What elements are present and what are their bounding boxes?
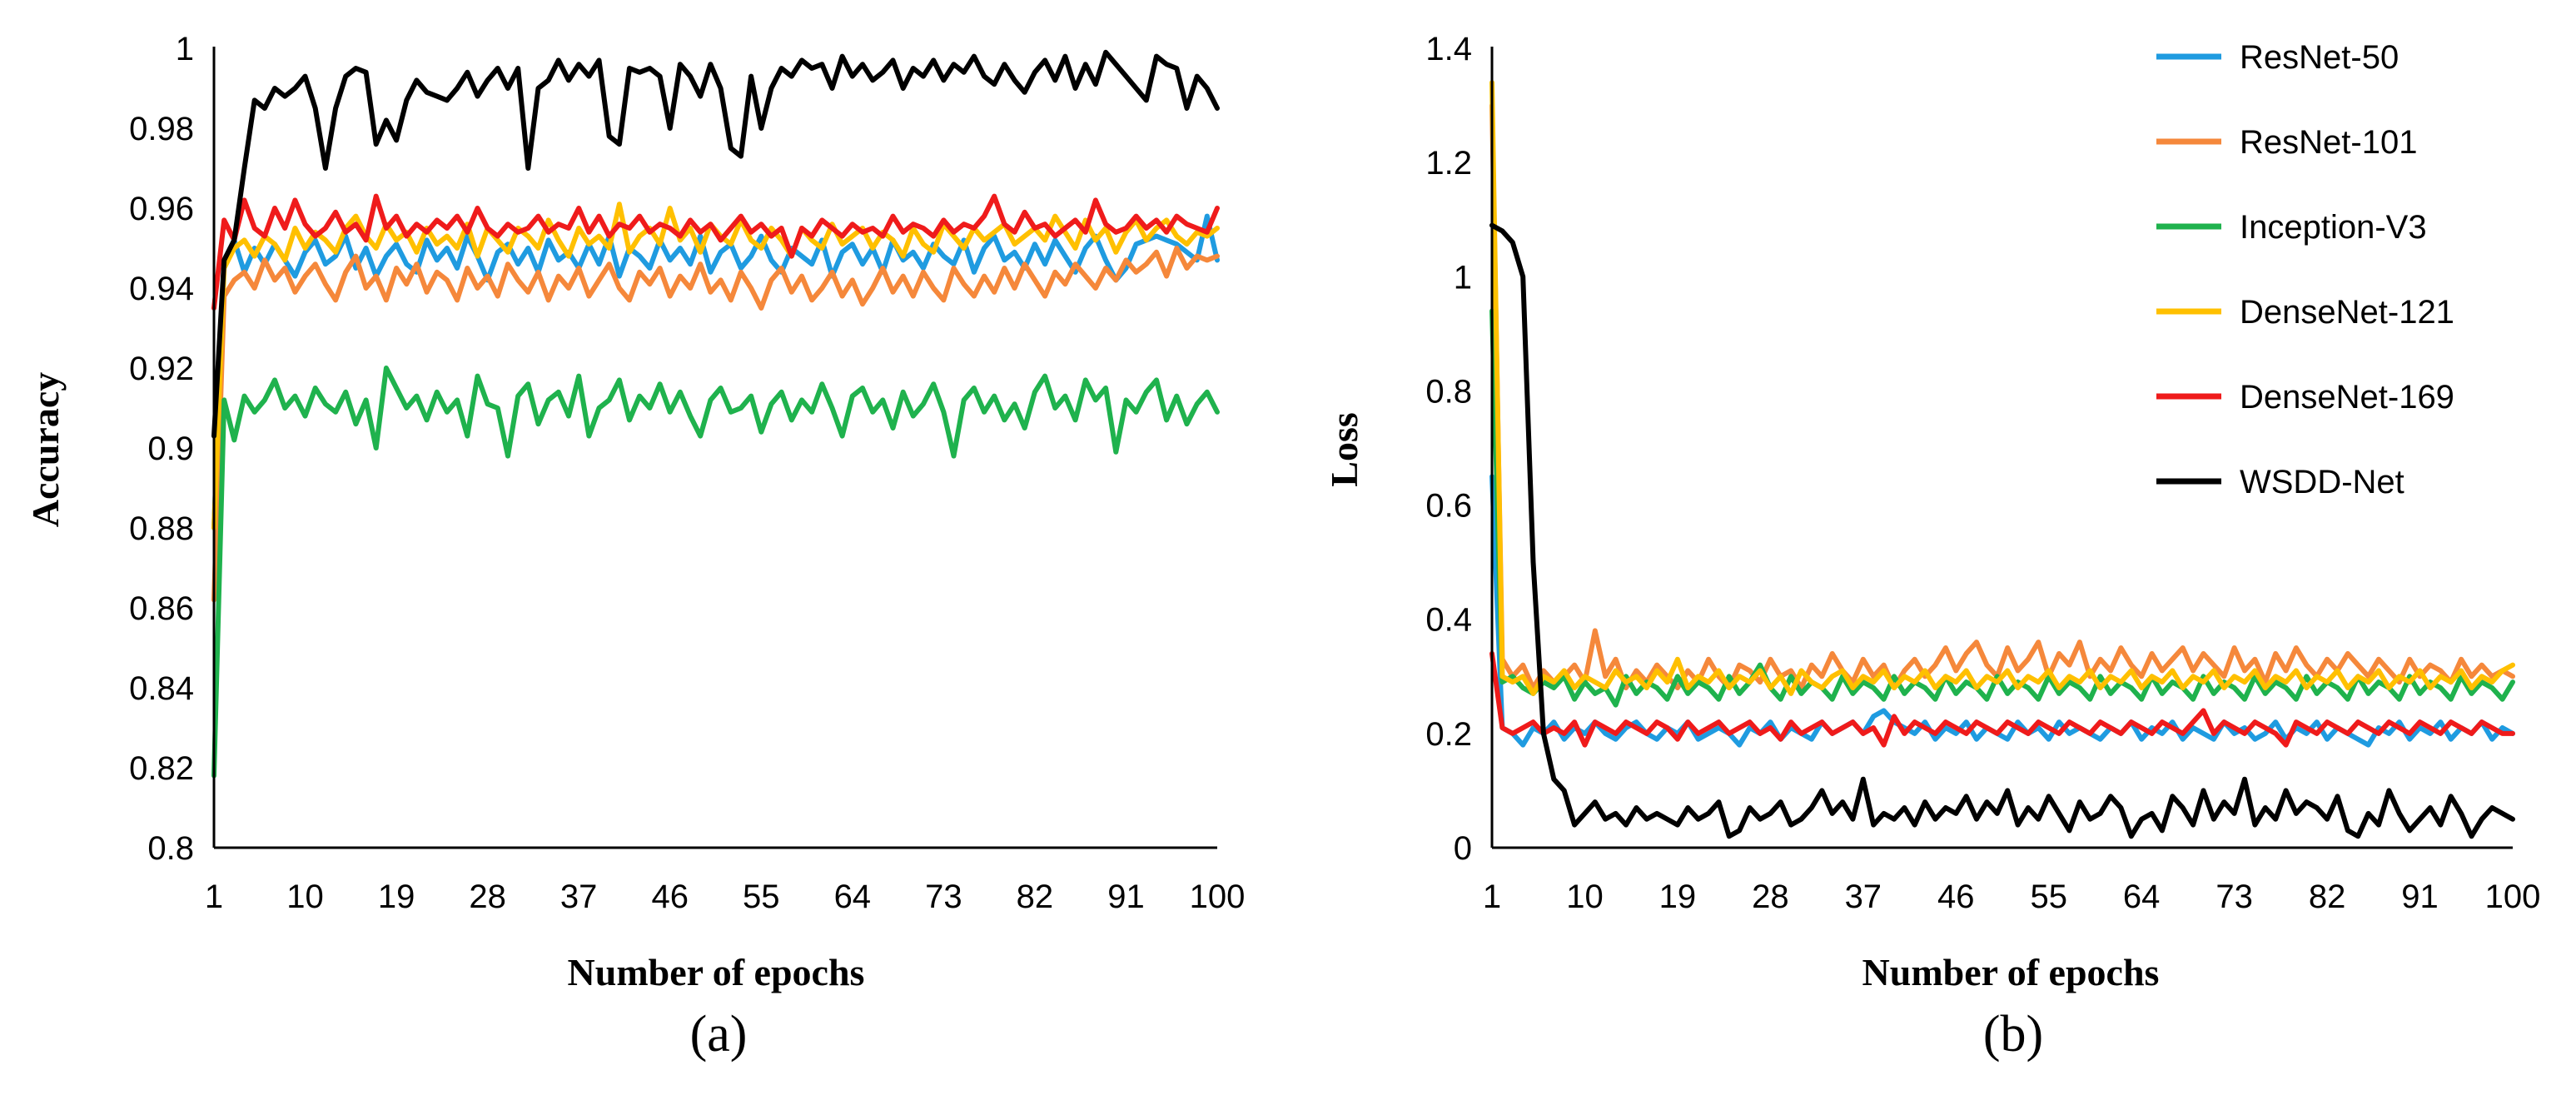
chart-loss: 0 0.2 0.4 0.6 0.8 1 1.2 1.4 1 10 19 28 37 46 55 64 73 82… [1323, 31, 2540, 1063]
loss-series-densenet-169 [1489, 650, 2515, 748]
accuracy-x-tick-label: 46 [651, 879, 689, 915]
caption-a: (a) [690, 1006, 748, 1063]
loss-y-tick-label: 0.4 [1425, 602, 1472, 639]
legend-label: DenseNet-121 [2240, 294, 2454, 331]
legend-label: WSDD-Net [2240, 464, 2404, 500]
loss-y-tick-label: 1.2 [1425, 145, 1472, 182]
accuracy-x-tick-label: 82 [1017, 879, 1054, 915]
accuracy-x-tick-label: 28 [469, 879, 506, 915]
accuracy-y-tick-label: 0.8 [147, 830, 194, 867]
accuracy-x-axis-title: Number of epochs [568, 951, 865, 993]
legend-label: Inception-V3 [2240, 209, 2427, 246]
legend-item-densenet-169: DenseNet-169 [2156, 379, 2454, 416]
legend-item-resnet-101: ResNet-101 [2156, 124, 2417, 161]
accuracy-y-tick-label: 0.82 [129, 750, 194, 787]
accuracy-y-tick-label: 0.96 [129, 191, 194, 227]
loss-y-tick-labels: 0 0.2 0.4 0.6 0.8 1 1.2 1.4 [1425, 31, 1472, 867]
caption-b: (b) [1983, 1006, 2043, 1063]
loss-x-tick-label: 1 [1483, 879, 1501, 915]
accuracy-y-tick-label: 0.9 [147, 431, 194, 467]
loss-y-tick-label: 1.4 [1425, 31, 1472, 67]
accuracy-y-tick-label: 0.84 [129, 670, 194, 707]
loss-x-tick-label: 73 [2215, 879, 2253, 915]
legend-item-densenet-121: DenseNet-121 [2156, 294, 2454, 331]
accuracy-x-tick-label: 100 [1190, 879, 1246, 915]
loss-y-tick-label: 0.2 [1425, 716, 1472, 753]
loss-y-tick-label: 0.8 [1425, 373, 1472, 410]
loss-series-group [1489, 80, 2515, 839]
loss-y-tick-label: 1 [1454, 259, 1472, 296]
accuracy-y-tick-label: 0.86 [129, 590, 194, 627]
chart-accuracy: 0.8 0.82 0.84 0.86 0.88 0.9 0.92 0.94 0.96 0.98 1 … [24, 31, 1245, 1063]
legend-label: ResNet-101 [2240, 124, 2417, 161]
loss-x-tick-label: 91 [2401, 879, 2439, 915]
loss-x-tick-label: 37 [1845, 879, 1882, 915]
accuracy-series-resnet-101 [211, 246, 1220, 603]
legend-item-wsdd-net: WSDD-Net [2156, 464, 2404, 500]
loss-series-resnet-101 [1489, 102, 2515, 690]
accuracy-y-tick-label: 0.98 [129, 111, 194, 147]
accuracy-y-axis-title: Accuracy [24, 372, 67, 527]
accuracy-series-resnet-50 [211, 213, 1220, 530]
loss-x-tick-label: 82 [2309, 879, 2346, 915]
loss-series-wsdd-net [1489, 222, 2515, 839]
accuracy-x-tick-label: 91 [1107, 879, 1145, 915]
accuracy-x-tick-label: 19 [378, 879, 415, 915]
loss-series-densenet-121 [1489, 80, 2515, 696]
accuracy-series-group [211, 49, 1220, 779]
accuracy-series-inception-v3 [211, 366, 1220, 779]
loss-y-axis-title: Loss [1323, 412, 1365, 486]
loss-y-tick-label: 0.6 [1425, 488, 1472, 525]
accuracy-series-densenet-169 [211, 193, 1220, 311]
loss-x-tick-label: 100 [2485, 879, 2541, 915]
loss-y-tick-label: 0 [1454, 830, 1472, 867]
legend-label: DenseNet-169 [2240, 379, 2454, 416]
accuracy-y-tick-labels: 0.8 0.82 0.84 0.86 0.88 0.9 0.92 0.94 0.96 0.98 1 [129, 31, 194, 867]
loss-x-tick-label: 28 [1752, 879, 1789, 915]
loss-x-tick-label: 46 [1937, 879, 1975, 915]
accuracy-x-tick-label: 1 [205, 879, 223, 915]
loss-x-tick-labels: 1 10 19 28 37 46 55 64 73 82 91 100 [1483, 879, 2541, 915]
accuracy-x-tick-label: 64 [834, 879, 872, 915]
accuracy-x-tick-labels: 1 10 19 28 37 46 55 64 73 82 91 100 [205, 879, 1246, 915]
accuracy-x-tick-label: 10 [286, 879, 324, 915]
loss-x-tick-label: 64 [2123, 879, 2161, 915]
legend: ResNet-50 ResNet-101 Inception-V3 DenseNet-… [2156, 39, 2454, 500]
loss-x-tick-label: 10 [1566, 879, 1604, 915]
accuracy-y-tick-label: 0.94 [129, 271, 194, 307]
loss-series-resnet-50 [1489, 474, 2515, 748]
accuracy-y-tick-label: 0.88 [129, 510, 194, 547]
accuracy-x-tick-label: 73 [925, 879, 962, 915]
loss-x-tick-label: 55 [2030, 879, 2067, 915]
legend-label: ResNet-50 [2240, 39, 2399, 76]
loss-x-tick-label: 19 [1659, 879, 1697, 915]
legend-item-inception-v3: Inception-V3 [2156, 209, 2427, 246]
loss-series-inception-v3 [1489, 308, 2515, 708]
accuracy-y-tick-label: 1 [176, 31, 194, 67]
accuracy-series-wsdd-net [211, 49, 1220, 439]
accuracy-x-tick-label: 55 [743, 879, 780, 915]
legend-item-resnet-50: ResNet-50 [2156, 39, 2399, 76]
loss-x-axis-title: Number of epochs [1862, 951, 2160, 993]
accuracy-y-tick-label: 0.92 [129, 351, 194, 387]
accuracy-x-tick-label: 37 [560, 879, 598, 915]
